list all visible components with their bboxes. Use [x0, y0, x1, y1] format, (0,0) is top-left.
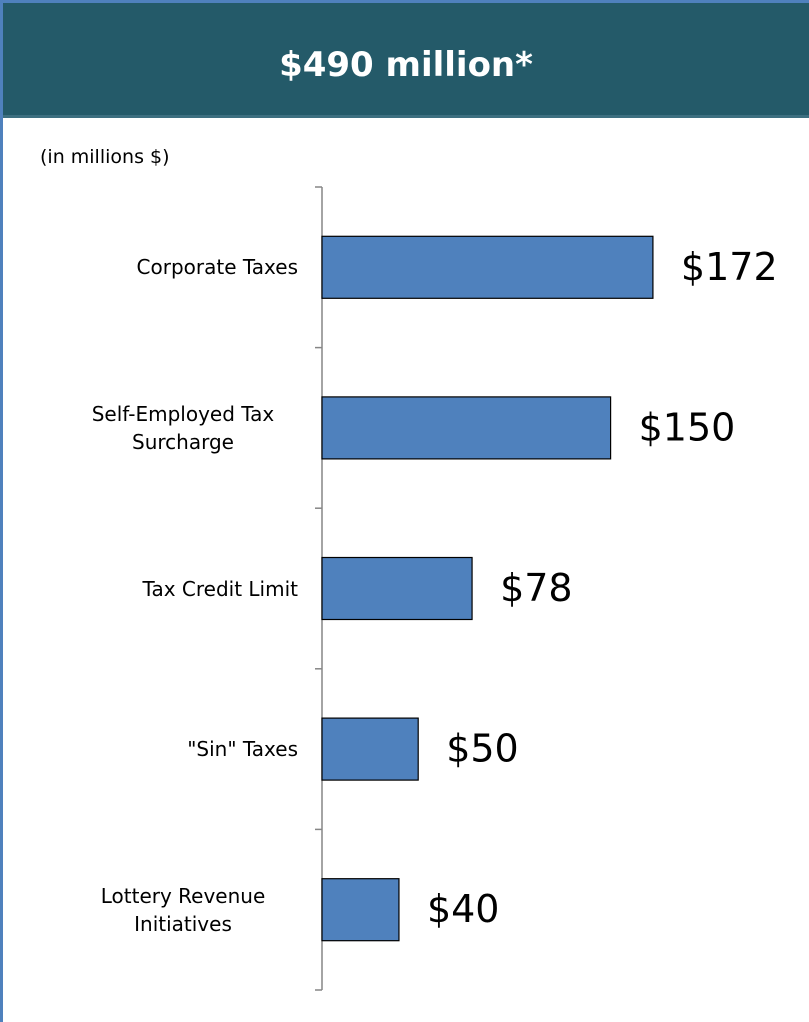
value-label: $40 — [427, 887, 500, 931]
y-tick-label: Tax Credit Limit — [142, 576, 298, 601]
y-tick-label: Self-Employed Tax Surcharge — [91, 401, 275, 454]
value-label: $150 — [639, 405, 736, 449]
category-label-box: Self-Employed Tax Surcharge — [58, 400, 298, 456]
category-label-box: Corporate Taxes — [58, 253, 298, 281]
chart-title: $490 million* — [279, 45, 533, 85]
bar — [321, 235, 654, 299]
bar — [321, 556, 473, 621]
category-label-box: Tax Credit Limit — [58, 575, 298, 603]
category-label-box: Lottery Revenue Initiatives — [58, 882, 298, 938]
chart-subtitle: (in millions $) — [40, 146, 170, 168]
y-tick-label: Lottery Revenue Initiatives — [100, 883, 266, 936]
value-label: $78 — [500, 566, 573, 610]
bar — [321, 878, 400, 942]
bar — [321, 396, 612, 460]
category-label-box: "Sin" Taxes — [58, 735, 298, 763]
header: $490 million* — [3, 3, 809, 118]
y-tick-label: "Sin" Taxes — [187, 737, 298, 762]
bar — [321, 717, 419, 781]
value-label: $50 — [446, 727, 519, 771]
y-tick-label: Corporate Taxes — [136, 255, 298, 280]
value-label: $172 — [681, 245, 778, 289]
